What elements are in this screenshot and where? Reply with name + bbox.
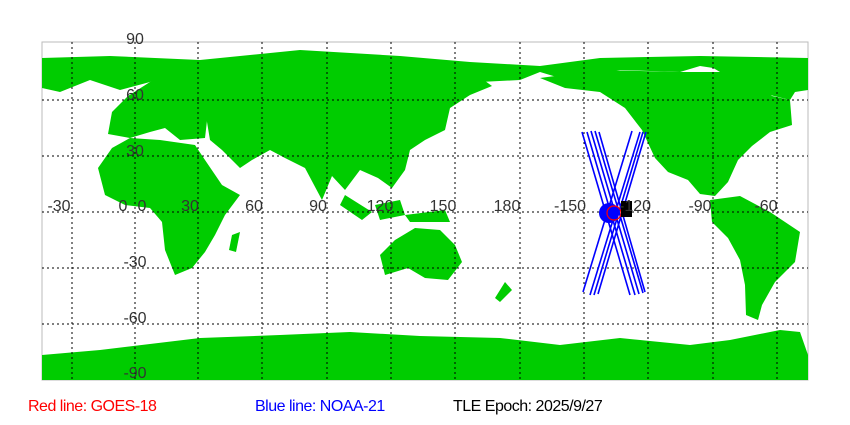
lon-label: 120 — [366, 198, 394, 215]
europe — [108, 70, 210, 140]
antarctica — [42, 330, 808, 380]
africa — [98, 138, 240, 275]
lon-label: 60 — [245, 198, 263, 215]
asia — [200, 62, 492, 200]
goes-18-legend: Red line: GOES-18 — [28, 398, 157, 415]
lat-label: 30 — [126, 143, 144, 160]
tle-epoch: TLE Epoch: 2025/9/27 — [453, 398, 603, 415]
graticule — [42, 42, 808, 380]
japan — [420, 112, 438, 138]
goes-18-subpoint-marker — [621, 201, 632, 217]
noaa-21-position-marker — [599, 203, 619, 223]
madagascar — [229, 232, 240, 252]
lon-label: -150 — [553, 198, 587, 215]
lon-label: 150 — [429, 198, 457, 215]
lat-label: 60 — [126, 87, 144, 104]
lon-label: 0 — [137, 198, 147, 215]
lon-label: -60 — [754, 198, 778, 215]
lon-label: 90 — [309, 198, 327, 215]
indonesia — [340, 195, 450, 222]
lon-label: -30 — [47, 198, 71, 215]
lon-label: -120 — [618, 198, 652, 215]
north-america — [540, 70, 792, 196]
lon-label: 30 — [181, 198, 199, 215]
lat-label: 90 — [126, 31, 144, 48]
lat-label: -60 — [123, 310, 147, 327]
lat-label: 0 — [118, 198, 128, 215]
greenland — [700, 58, 795, 102]
lat-label: -90 — [123, 365, 147, 382]
lat-label: -30 — [123, 254, 147, 271]
new-zealand — [495, 282, 512, 302]
lon-label: 180 — [493, 198, 521, 215]
australia — [380, 228, 462, 280]
noaa-21-legend: Blue line: NOAA-21 — [255, 398, 385, 415]
lon-label: -90 — [688, 198, 712, 215]
